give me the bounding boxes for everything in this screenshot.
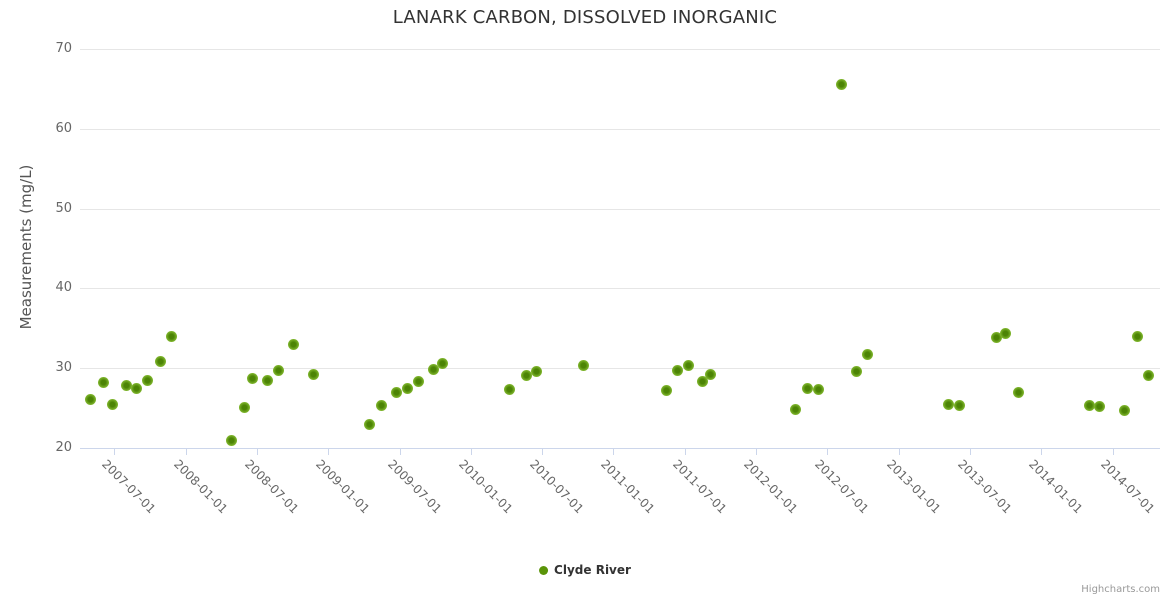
data-point[interactable]: [812, 384, 824, 396]
x-tick-label: 2010-07-01: [527, 457, 587, 517]
y-tick-label: 60: [55, 120, 72, 136]
y-tick-label: 30: [55, 360, 72, 376]
data-point[interactable]: [141, 374, 153, 386]
x-tick-mark: [542, 449, 544, 455]
data-point[interactable]: [1132, 330, 1144, 342]
data-point[interactable]: [247, 373, 259, 385]
x-tick-label: 2013-07-01: [954, 457, 1015, 517]
data-point[interactable]: [683, 360, 695, 372]
data-point[interactable]: [120, 380, 132, 392]
data-point[interactable]: [98, 377, 110, 389]
x-tick-mark: [898, 449, 900, 455]
data-point[interactable]: [704, 369, 716, 381]
x-tick-label: 2009-01-01: [313, 457, 373, 517]
y-tick-label: 20: [55, 440, 72, 455]
data-point[interactable]: [238, 401, 250, 413]
data-point[interactable]: [521, 369, 533, 381]
data-point[interactable]: [801, 382, 813, 394]
x-tick-label: 2010-01-01: [455, 457, 516, 517]
data-point[interactable]: [954, 400, 966, 412]
y-tick-label: 70: [55, 41, 72, 56]
data-point[interactable]: [412, 376, 424, 388]
x-tick-mark: [114, 449, 116, 455]
x-tick-label: 2008-07-01: [241, 457, 302, 517]
x-tick-label: 2013-01-01: [883, 457, 943, 517]
x-tick-mark: [684, 449, 686, 455]
x-tick-mark: [470, 449, 472, 455]
data-point[interactable]: [402, 383, 414, 395]
x-tick-mark: [969, 449, 971, 455]
legend-marker-icon: [539, 565, 549, 575]
x-tick-label: 2011-01-01: [598, 457, 658, 517]
x-tick-mark: [756, 449, 757, 455]
x-tick-mark: [399, 449, 401, 455]
data-point[interactable]: [391, 387, 403, 399]
y-axis-title: Measurements (mg/L): [17, 164, 35, 330]
y-gridline: [80, 288, 1160, 290]
y-gridline: [80, 208, 1160, 210]
data-point[interactable]: [697, 376, 709, 388]
x-tick-label: 2012-07-01: [812, 457, 872, 517]
x-tick-label: 2007-07-01: [99, 457, 159, 517]
data-point[interactable]: [225, 435, 237, 447]
y-gridline: [80, 49, 1160, 50]
data-point[interactable]: [307, 369, 319, 381]
data-point[interactable]: [531, 365, 543, 377]
x-tick-mark: [827, 449, 829, 455]
data-point[interactable]: [261, 375, 273, 387]
chart-title: LANARK CARBON, DISSOLVED INORGANIC: [392, 7, 778, 28]
data-point[interactable]: [272, 365, 284, 377]
highcharts-credits-link[interactable]: Highcharts.com: [1081, 584, 1160, 595]
data-point[interactable]: [427, 364, 439, 376]
data-point[interactable]: [1083, 400, 1095, 412]
data-point[interactable]: [577, 359, 589, 371]
y-tick-label: 40: [55, 280, 72, 296]
x-tick-mark: [256, 449, 258, 455]
data-point[interactable]: [790, 404, 802, 416]
data-point[interactable]: [155, 356, 167, 368]
x-tick-label: 2011-07-01: [669, 457, 730, 517]
x-tick-label: 2012-01-01: [741, 457, 801, 517]
y-gridline: [80, 128, 1160, 130]
data-point[interactable]: [364, 419, 376, 431]
data-point[interactable]: [1013, 386, 1025, 398]
legend-label: Clyde River: [554, 563, 631, 577]
data-point[interactable]: [990, 332, 1002, 344]
data-point[interactable]: [836, 79, 848, 91]
data-point[interactable]: [376, 400, 388, 412]
x-tick-mark: [1041, 449, 1043, 455]
x-tick-mark: [1112, 449, 1114, 455]
x-tick-mark: [328, 449, 330, 455]
data-point[interactable]: [1094, 401, 1106, 412]
x-tick-label: 2009-07-01: [384, 457, 444, 517]
y-tick-label: 50: [55, 200, 72, 216]
y-gridline: [80, 368, 1160, 370]
data-point[interactable]: [504, 384, 516, 396]
data-point[interactable]: [106, 398, 118, 410]
x-tick-mark: [185, 449, 187, 455]
data-point[interactable]: [288, 338, 300, 350]
x-tick-label: 2008-01-01: [170, 457, 230, 517]
x-tick-mark: [613, 449, 615, 455]
data-point[interactable]: [437, 357, 449, 369]
data-point[interactable]: [1000, 327, 1012, 339]
x-tick-label: 2014-01-01: [1026, 457, 1086, 517]
data-point[interactable]: [661, 385, 673, 397]
legend-item-clyde-river[interactable]: Clyde River: [539, 563, 631, 577]
data-point[interactable]: [943, 399, 955, 411]
data-point[interactable]: [131, 382, 143, 394]
x-axis-line: [80, 448, 1160, 449]
data-point[interactable]: [85, 393, 97, 405]
data-point[interactable]: [672, 365, 683, 377]
data-point[interactable]: [166, 330, 178, 342]
data-point[interactable]: [1143, 369, 1155, 381]
data-point[interactable]: [851, 365, 863, 377]
data-point[interactable]: [1119, 404, 1131, 416]
x-tick-label: 2014-07-01: [1097, 457, 1157, 517]
data-point[interactable]: [861, 349, 873, 361]
